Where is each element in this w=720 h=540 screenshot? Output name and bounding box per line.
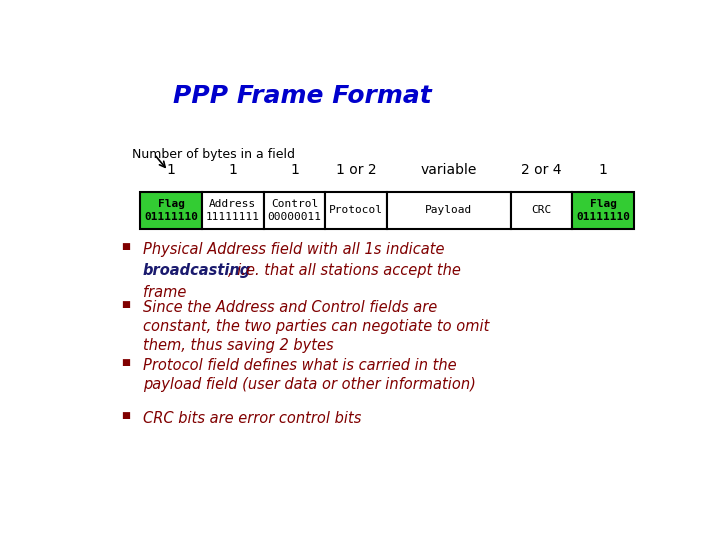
Text: Since the Address and Control fields are
constant, the two parties can negotiate: Since the Address and Control fields are…	[143, 300, 490, 353]
Text: Control
00000011: Control 00000011	[268, 199, 322, 221]
Text: , i.e. that all stations accept the: , i.e. that all stations accept the	[228, 263, 461, 278]
Text: Protocol field defines what is carried in the
payload field (user data or other : Protocol field defines what is carried i…	[143, 358, 476, 392]
Text: frame: frame	[143, 285, 186, 300]
Bar	[325, 192, 387, 229]
Text: ■: ■	[121, 241, 130, 251]
Bar	[572, 192, 634, 229]
Bar	[140, 192, 202, 229]
Text: Address
11111111: Address 11111111	[206, 199, 260, 221]
Text: 1 or 2: 1 or 2	[336, 163, 377, 177]
Text: 1: 1	[599, 163, 608, 177]
Text: Number of bytes in a field: Number of bytes in a field	[132, 148, 295, 161]
Text: Payload: Payload	[426, 205, 472, 215]
Text: 1: 1	[228, 163, 238, 177]
Text: 1: 1	[166, 163, 176, 177]
Text: PPP Frame Format: PPP Frame Format	[173, 84, 431, 107]
Text: variable: variable	[420, 163, 477, 177]
Text: Flag
01111110: Flag 01111110	[576, 199, 630, 221]
Text: 2 or 4: 2 or 4	[521, 163, 562, 177]
Text: ■: ■	[121, 300, 130, 309]
Text: 1: 1	[290, 163, 299, 177]
Bar	[510, 192, 572, 229]
Text: CRC: CRC	[531, 205, 552, 215]
Text: ■: ■	[121, 358, 130, 367]
Bar	[387, 192, 510, 229]
Text: Flag
01111110: Flag 01111110	[144, 199, 198, 221]
Text: CRC bits are error control bits: CRC bits are error control bits	[143, 411, 361, 426]
Text: Physical Address field with all 1s indicate: Physical Address field with all 1s indic…	[143, 241, 444, 256]
Text: broadcasting: broadcasting	[143, 263, 251, 278]
Bar	[264, 192, 325, 229]
Text: ■: ■	[121, 411, 130, 420]
Bar	[202, 192, 264, 229]
Text: Protocol: Protocol	[329, 205, 383, 215]
